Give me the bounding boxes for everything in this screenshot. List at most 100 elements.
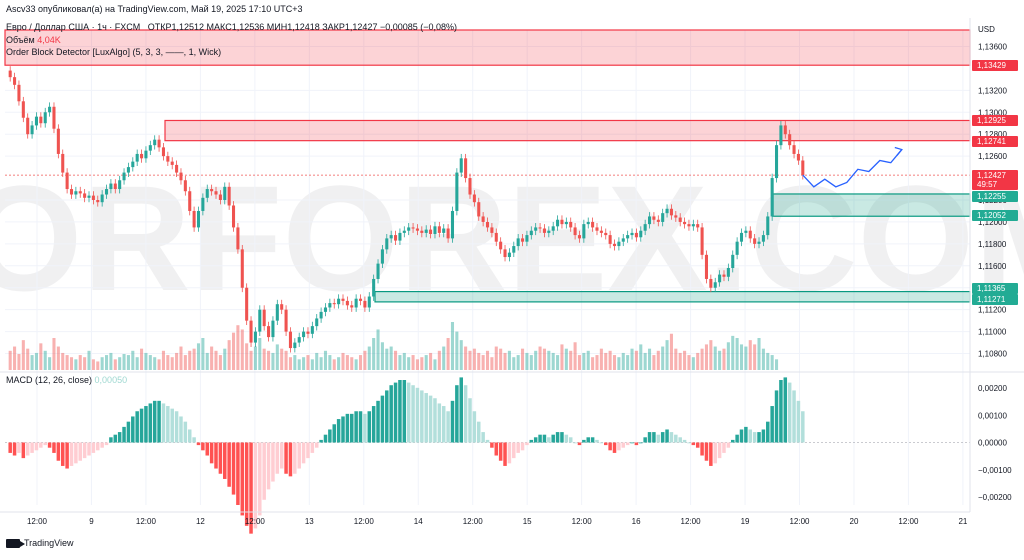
volume-bar bbox=[468, 350, 472, 370]
candle-body bbox=[573, 227, 577, 236]
volume-bar bbox=[556, 355, 560, 370]
candle-body bbox=[621, 238, 625, 242]
macd-histogram-bar bbox=[39, 442, 43, 448]
volume-bar bbox=[345, 355, 349, 370]
macd-histogram-bar bbox=[774, 390, 779, 443]
macd-legend[interactable]: MACD (12, 26, close) 0,00050 bbox=[6, 375, 127, 385]
volume-bar bbox=[678, 352, 682, 370]
macd-histogram-bar bbox=[56, 442, 61, 461]
macd-histogram-bar bbox=[459, 377, 463, 443]
indicator-legend[interactable]: Order Block Detector [LuxAlgo] (5, 3, 3,… bbox=[6, 47, 222, 57]
volume-bar bbox=[455, 331, 459, 370]
macd-histogram-bar bbox=[253, 442, 258, 529]
macd-histogram-bar bbox=[209, 442, 214, 464]
time-tick-label: 12:00 bbox=[27, 517, 48, 526]
price-tag bbox=[972, 136, 1018, 147]
volume-bar bbox=[595, 355, 599, 370]
candle-body bbox=[91, 195, 95, 200]
volume-value: 4,04K bbox=[37, 35, 61, 45]
volume-bar bbox=[306, 355, 310, 370]
volume-bar bbox=[100, 357, 104, 370]
candle-body bbox=[446, 228, 450, 239]
macd-histogram-bar bbox=[783, 377, 788, 443]
candle-body bbox=[770, 178, 774, 217]
macd-histogram-bar bbox=[547, 437, 551, 443]
volume-bar bbox=[564, 348, 568, 370]
volume-bar bbox=[183, 355, 187, 370]
macd-histogram-bar bbox=[139, 408, 144, 443]
candle-body bbox=[481, 216, 485, 222]
symbol-name[interactable]: Евро / Доллар США · 1ч · FXCM bbox=[6, 22, 141, 32]
candle-body bbox=[744, 230, 748, 233]
candle-body bbox=[538, 227, 542, 229]
candle-body bbox=[450, 210, 455, 239]
macd-histogram-bar bbox=[582, 439, 586, 443]
macd-histogram-bar bbox=[617, 442, 621, 451]
macd-histogram-bar bbox=[380, 395, 385, 443]
macd-histogram-bar bbox=[323, 434, 328, 443]
volume-bar bbox=[275, 344, 279, 370]
macd-histogram-bar bbox=[227, 442, 231, 487]
macd-histogram-bar bbox=[113, 434, 118, 443]
price-tag bbox=[972, 170, 1018, 190]
tradingview-logo[interactable]: TradingView bbox=[6, 538, 74, 548]
candle-body bbox=[468, 178, 472, 195]
volume-bar bbox=[398, 355, 402, 370]
macd-histogram-bar bbox=[730, 439, 735, 443]
volume-bar bbox=[726, 342, 730, 370]
candle-body bbox=[227, 186, 231, 206]
volume-bar bbox=[394, 350, 398, 370]
volume-bar bbox=[551, 352, 555, 370]
macd-histogram-bar bbox=[450, 400, 455, 443]
volume-bar bbox=[323, 350, 328, 370]
volume-bar bbox=[630, 348, 634, 370]
tradingview-brand: TradingView bbox=[24, 538, 74, 548]
volume-bar bbox=[490, 357, 494, 370]
macd-histogram-bar bbox=[398, 380, 402, 443]
volume-bar bbox=[240, 329, 244, 370]
candle-body bbox=[83, 193, 87, 198]
macd-histogram-bar bbox=[691, 442, 696, 446]
macd-histogram-bar bbox=[678, 437, 682, 443]
macd-value: 0,00050 bbox=[94, 375, 128, 385]
volume-bar bbox=[61, 352, 65, 370]
candle-body bbox=[420, 230, 424, 233]
price-tick-label: 1,11800 bbox=[978, 240, 1007, 249]
candle-body bbox=[380, 249, 384, 264]
candle-body bbox=[126, 167, 130, 173]
candle-body bbox=[363, 300, 367, 308]
volume-bar bbox=[280, 348, 284, 370]
volume-bar bbox=[315, 352, 319, 370]
volume-bar bbox=[499, 348, 503, 370]
macd-histogram-bar bbox=[275, 442, 280, 474]
volume-bar bbox=[761, 348, 765, 370]
candle-body bbox=[231, 205, 236, 228]
candle-body bbox=[245, 287, 249, 321]
price-tick-label: 1,11600 bbox=[978, 262, 1007, 271]
macd-histogram-bar bbox=[717, 442, 722, 459]
macd-histogram-bar bbox=[25, 442, 30, 456]
candle-body bbox=[166, 156, 170, 162]
macd-histogram-bar bbox=[240, 442, 245, 516]
candle-body bbox=[153, 139, 157, 146]
candle-body bbox=[39, 116, 43, 124]
candle-body bbox=[534, 227, 538, 231]
price-tick-label: 1,12800 bbox=[978, 130, 1007, 139]
candle-body bbox=[472, 194, 476, 203]
candle-body bbox=[569, 221, 573, 228]
currency-label[interactable]: USD bbox=[978, 25, 995, 34]
forecast-line bbox=[802, 149, 903, 188]
candle-body bbox=[21, 101, 25, 118]
time-tick-label: 12:00 bbox=[789, 517, 810, 526]
candle-body bbox=[783, 125, 787, 135]
macd-histogram-bar bbox=[752, 432, 757, 443]
macd-histogram-bar bbox=[437, 403, 442, 443]
candle-body bbox=[354, 298, 358, 308]
macd-histogram-bar bbox=[455, 385, 459, 443]
volume-bar bbox=[709, 340, 713, 370]
macd-histogram-bar bbox=[336, 419, 341, 443]
volume-legend[interactable]: Объём 4,04K bbox=[6, 35, 61, 45]
volume-bar bbox=[267, 350, 271, 370]
candle-body bbox=[652, 216, 656, 220]
